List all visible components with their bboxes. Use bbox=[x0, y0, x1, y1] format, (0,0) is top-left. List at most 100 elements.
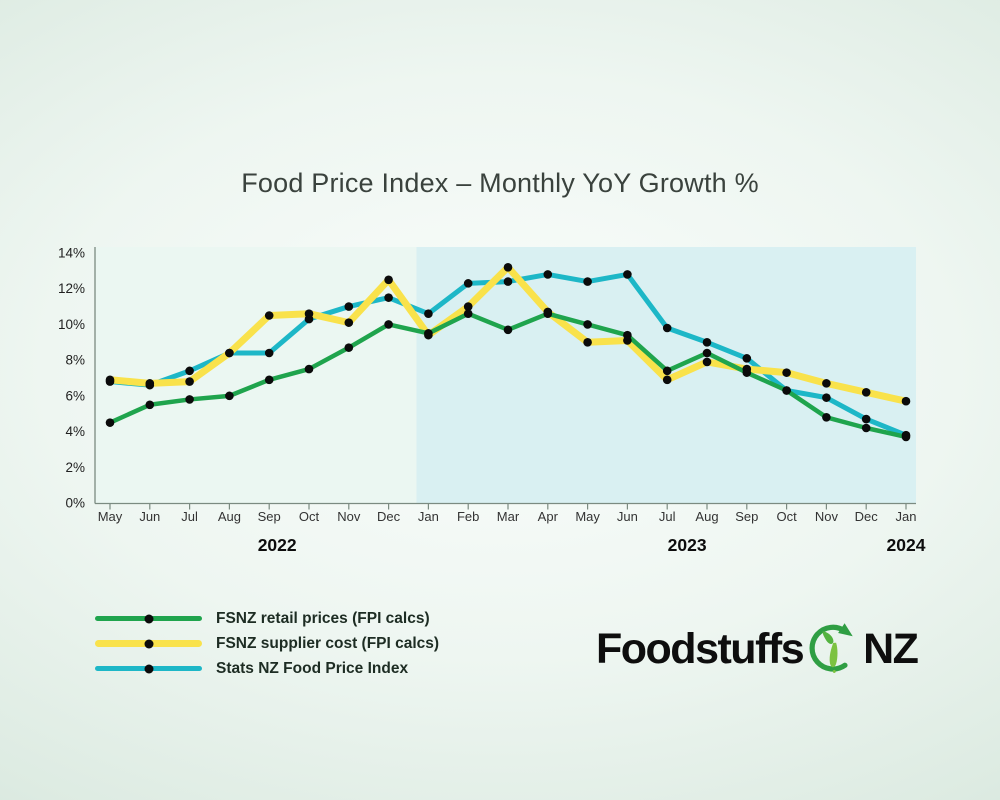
x-month-label: May bbox=[575, 509, 600, 524]
legend-dot bbox=[144, 639, 153, 648]
data-point-fsnz-retail-prices-fpi-calcs bbox=[782, 386, 791, 395]
legend-swatch-stats-nz-food-price-index bbox=[95, 664, 202, 673]
data-point-fsnz-retail-prices-fpi-calcs bbox=[225, 391, 234, 401]
data-point-stats-nz-food-price-index bbox=[264, 348, 274, 358]
data-point-stats-nz-food-price-index bbox=[583, 277, 592, 286]
chart-legend: FSNZ retail prices (FPI calcs) FSNZ suppl… bbox=[95, 609, 440, 677]
legend-label: FSNZ retail prices (FPI calcs) bbox=[216, 609, 430, 627]
data-point-fsnz-retail-prices-fpi-calcs bbox=[384, 320, 393, 329]
legend-swatch-fsnz-supplier-cost-fpi-calcs bbox=[95, 639, 202, 648]
data-point-stats-nz-food-price-index bbox=[822, 393, 831, 402]
x-year-label: 2024 bbox=[887, 535, 926, 555]
data-point-fsnz-retail-prices-fpi-calcs bbox=[702, 348, 712, 358]
x-month-label: Jan bbox=[896, 509, 917, 524]
data-point-fsnz-retail-prices-fpi-calcs bbox=[503, 325, 513, 335]
x-month-label: Aug bbox=[695, 509, 718, 524]
data-point-stats-nz-food-price-index bbox=[463, 279, 473, 288]
logo-wordmark-nz: NZ bbox=[863, 624, 919, 673]
data-point-fsnz-supplier-cost-fpi-calcs bbox=[901, 396, 911, 406]
chart-title: Food Price Index – Monthly YoY Growth % bbox=[241, 168, 759, 198]
x-month-label: Aug bbox=[218, 509, 241, 524]
data-point-fsnz-supplier-cost-fpi-calcs bbox=[503, 262, 513, 272]
legend-label: Stats NZ Food Price Index bbox=[216, 659, 409, 677]
data-point-fsnz-retail-prices-fpi-calcs bbox=[822, 412, 831, 422]
x-year-label: 2023 bbox=[668, 535, 707, 555]
data-point-fsnz-retail-prices-fpi-calcs bbox=[623, 330, 632, 340]
x-month-label: Nov bbox=[337, 509, 361, 524]
x-month-label: Jan bbox=[418, 509, 439, 524]
y-tick-label: 12% bbox=[58, 281, 85, 296]
legend-dot bbox=[144, 664, 153, 673]
y-tick-label: 0% bbox=[65, 496, 85, 511]
x-month-label: Oct bbox=[299, 509, 320, 524]
y-tick-label: 4% bbox=[65, 424, 85, 439]
legend-item-fsnz-retail-prices-fpi-calcs: FSNZ retail prices (FPI calcs) bbox=[95, 609, 439, 627]
legend-dot bbox=[144, 614, 153, 623]
data-point-stats-nz-food-price-index bbox=[702, 337, 712, 347]
legend-item-stats-nz-food-price-index: Stats NZ Food Price Index bbox=[95, 659, 439, 677]
data-point-stats-nz-food-price-index bbox=[384, 293, 393, 302]
x-month-label: Sep bbox=[735, 509, 758, 524]
data-point-fsnz-retail-prices-fpi-calcs bbox=[264, 375, 274, 385]
x-month-label: Dec bbox=[855, 509, 879, 524]
x-month-label: Mar bbox=[497, 509, 520, 524]
data-point-fsnz-supplier-cost-fpi-calcs bbox=[225, 348, 234, 358]
data-point-fsnz-retail-prices-fpi-calcs bbox=[185, 395, 194, 404]
x-month-label: Jun bbox=[617, 509, 638, 524]
data-point-fsnz-supplier-cost-fpi-calcs bbox=[105, 375, 115, 385]
x-month-label: Jun bbox=[139, 509, 160, 524]
data-point-fsnz-supplier-cost-fpi-calcs bbox=[264, 311, 274, 320]
fpi-line-chart: 0% 2% 4% 6% 8% 10% 12% 14% May Jun Jul Aug Sep Oct Nov… bbox=[58, 246, 926, 556]
data-point-fsnz-supplier-cost-fpi-calcs bbox=[185, 377, 194, 386]
x-month-label: Sep bbox=[258, 509, 281, 524]
data-point-fsnz-retail-prices-fpi-calcs bbox=[463, 309, 473, 319]
data-point-stats-nz-food-price-index bbox=[185, 366, 194, 376]
legend-swatch-fsnz-retail-prices-fpi-calcs bbox=[95, 614, 202, 623]
data-point-fsnz-retail-prices-fpi-calcs bbox=[304, 364, 314, 374]
data-point-fsnz-retail-prices-fpi-calcs bbox=[583, 320, 592, 329]
data-point-fsnz-retail-prices-fpi-calcs bbox=[424, 329, 433, 338]
x-month-label: May bbox=[98, 509, 123, 524]
data-point-fsnz-retail-prices-fpi-calcs bbox=[662, 366, 672, 376]
data-point-fsnz-supplier-cost-fpi-calcs bbox=[822, 379, 831, 388]
data-point-fsnz-retail-prices-fpi-calcs bbox=[543, 309, 553, 319]
data-point-fsnz-supplier-cost-fpi-calcs bbox=[145, 379, 155, 388]
data-point-fsnz-supplier-cost-fpi-calcs bbox=[304, 309, 314, 319]
data-point-stats-nz-food-price-index bbox=[623, 270, 632, 279]
data-point-fsnz-supplier-cost-fpi-calcs bbox=[662, 375, 672, 385]
data-point-fsnz-retail-prices-fpi-calcs bbox=[145, 400, 155, 410]
data-point-fsnz-retail-prices-fpi-calcs bbox=[901, 432, 911, 442]
y-tick-label: 14% bbox=[58, 246, 85, 261]
data-point-fsnz-retail-prices-fpi-calcs bbox=[105, 418, 115, 427]
y-tick-label: 6% bbox=[65, 388, 85, 403]
nz-map-circular-arrow-icon bbox=[809, 623, 853, 673]
data-point-fsnz-supplier-cost-fpi-calcs bbox=[384, 275, 393, 285]
x-month-label: Oct bbox=[776, 509, 797, 524]
x-month-label: Feb bbox=[457, 509, 479, 524]
data-point-fsnz-retail-prices-fpi-calcs bbox=[344, 343, 354, 352]
data-point-stats-nz-food-price-index bbox=[503, 277, 513, 286]
data-point-stats-nz-food-price-index bbox=[662, 323, 672, 333]
data-point-stats-nz-food-price-index bbox=[742, 354, 752, 363]
x-month-label: Jul bbox=[659, 509, 676, 524]
data-point-fsnz-supplier-cost-fpi-calcs bbox=[583, 337, 592, 347]
foodstuffs-nz-logo: Foodstuffs NZ bbox=[596, 616, 919, 682]
data-point-stats-nz-food-price-index bbox=[344, 302, 354, 311]
plot-background-2022 bbox=[95, 247, 417, 503]
data-point-fsnz-supplier-cost-fpi-calcs bbox=[344, 318, 354, 327]
y-tick-label: 10% bbox=[58, 317, 85, 332]
data-point-fsnz-retail-prices-fpi-calcs bbox=[742, 368, 752, 377]
y-tick-label: 8% bbox=[65, 353, 85, 368]
data-point-stats-nz-food-price-index bbox=[424, 309, 433, 319]
data-point-fsnz-supplier-cost-fpi-calcs bbox=[702, 357, 712, 367]
data-point-fsnz-supplier-cost-fpi-calcs bbox=[463, 302, 473, 311]
x-year-label: 2022 bbox=[258, 535, 297, 555]
data-point-fsnz-supplier-cost-fpi-calcs bbox=[861, 387, 871, 397]
y-tick-label: 2% bbox=[65, 460, 85, 475]
data-point-fsnz-retail-prices-fpi-calcs bbox=[861, 423, 871, 433]
x-month-label: Jul bbox=[181, 509, 198, 524]
x-month-label: Nov bbox=[815, 509, 839, 524]
legend-label: FSNZ supplier cost (FPI calcs) bbox=[216, 634, 440, 652]
legend-item-fsnz-supplier-cost-fpi-calcs: FSNZ supplier cost (FPI calcs) bbox=[95, 634, 440, 652]
data-point-stats-nz-food-price-index bbox=[861, 414, 871, 424]
